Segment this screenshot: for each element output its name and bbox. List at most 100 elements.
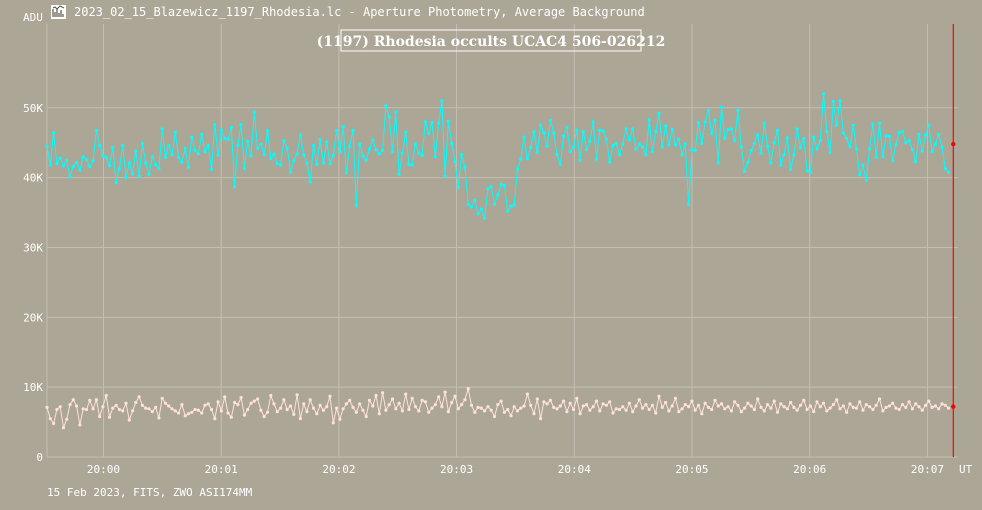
data-point [677, 410, 681, 414]
data-point [473, 410, 477, 414]
window-title: 2023_02_15_Blazewicz_1197_Rhodesia.lc - … [74, 5, 645, 19]
data-point [690, 399, 694, 403]
data-point [947, 406, 951, 410]
data-point [924, 403, 928, 407]
data-point [891, 401, 895, 405]
data-point [469, 403, 474, 407]
data-point [124, 176, 128, 180]
cursor-marker-target[interactable] [951, 141, 956, 147]
data-point [877, 121, 882, 125]
data-point [854, 406, 859, 410]
data-point [624, 408, 628, 412]
data-point [117, 167, 121, 171]
data-point [200, 411, 204, 415]
data-point [690, 148, 694, 152]
cursor-marker-comparison[interactable] [951, 404, 956, 409]
data-point [144, 161, 148, 165]
data-point [154, 405, 158, 409]
data-point [858, 173, 862, 177]
data-point [288, 170, 293, 174]
data-point [838, 407, 842, 411]
data-point [311, 143, 316, 148]
data-point [624, 127, 628, 131]
data-point [256, 397, 260, 401]
data-point [772, 141, 776, 145]
data-point [874, 155, 878, 159]
data-point [805, 407, 809, 412]
data-point [58, 156, 62, 160]
data-point [101, 154, 105, 158]
data-point [775, 128, 780, 132]
data-point [535, 397, 539, 401]
data-point [450, 400, 454, 405]
data-point [552, 405, 556, 409]
data-point [940, 145, 944, 149]
data-point [335, 128, 339, 132]
data-point [502, 410, 506, 414]
data-point [209, 167, 214, 171]
data-point [246, 407, 250, 412]
data-point [660, 405, 664, 409]
data-point [894, 143, 898, 147]
data-point [766, 403, 770, 407]
data-point [739, 145, 743, 149]
data-point [874, 403, 878, 407]
data-point [137, 395, 141, 399]
data-point [785, 407, 790, 411]
data-point [871, 407, 875, 412]
data-point [219, 128, 223, 132]
data-point [838, 99, 842, 103]
data-point [91, 159, 95, 163]
series [45, 92, 951, 430]
time-cursor[interactable] [951, 24, 956, 457]
data-point [203, 150, 207, 154]
data-point [792, 405, 796, 409]
data-point [147, 407, 151, 411]
data-point [947, 170, 951, 174]
data-point [272, 152, 276, 156]
data-point [789, 167, 793, 171]
data-point [348, 144, 352, 148]
data-point [604, 403, 609, 407]
data-point [519, 157, 523, 161]
data-point [680, 407, 684, 411]
data-point [249, 154, 253, 158]
data-point [733, 139, 737, 143]
x-tick-label: 20:06 [793, 463, 826, 476]
data-point [900, 130, 905, 134]
data-point [782, 153, 786, 157]
data-point [262, 414, 266, 419]
data-point [927, 399, 931, 403]
data-point [302, 402, 306, 406]
data-point [413, 405, 418, 409]
data-point [637, 398, 641, 402]
data-point [384, 104, 388, 108]
data-point [940, 402, 944, 406]
data-point [789, 400, 793, 405]
data-point [259, 408, 263, 412]
data-point [68, 403, 72, 407]
data-point [604, 137, 609, 141]
data-point [486, 187, 490, 191]
data-point [680, 153, 684, 157]
data-point [348, 398, 352, 402]
data-point [167, 404, 171, 408]
data-point [489, 185, 493, 189]
data-point [170, 153, 174, 157]
data-point [532, 412, 536, 416]
data-point [430, 120, 434, 125]
data-point [825, 130, 829, 134]
data-point [756, 133, 760, 137]
data-point [943, 167, 947, 171]
data-point [818, 139, 822, 143]
data-point [571, 407, 576, 412]
data-point [664, 400, 668, 405]
data-point [91, 407, 95, 411]
data-point [821, 92, 826, 96]
data-point [772, 399, 776, 403]
data-point [131, 172, 135, 176]
data-point [664, 124, 668, 128]
data-point [588, 139, 592, 143]
data-point [433, 403, 437, 407]
